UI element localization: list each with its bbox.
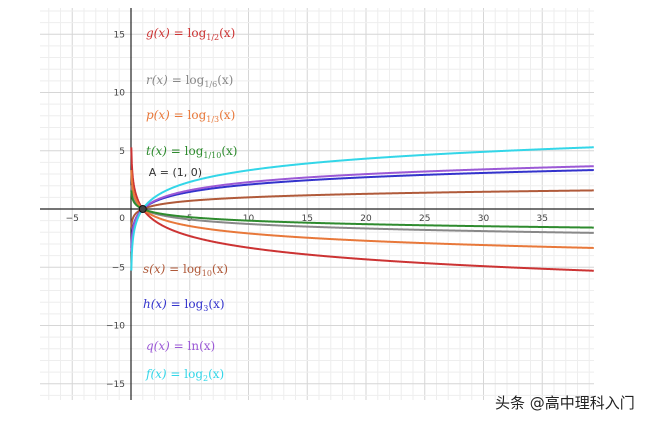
- label-s: s(x) = log10(x): [143, 262, 228, 278]
- origin-label: 0: [119, 214, 125, 224]
- y-tick-label: 10: [114, 89, 126, 99]
- curve-t: [130, 190, 594, 229]
- y-tick-label: −5: [112, 263, 125, 273]
- curves: [130, 146, 594, 272]
- x-tick-label: 25: [419, 214, 430, 224]
- label-p: p(x) = log1/3(x): [146, 108, 235, 124]
- x-tick-label: 10: [243, 214, 255, 224]
- curve-h: [130, 169, 594, 248]
- label-r: r(x) = log1/6(x): [146, 73, 233, 89]
- curve-g: [130, 147, 594, 272]
- label-q: q(x) = ln(x): [146, 339, 215, 353]
- label-f: f(x) = log2(x): [145, 367, 224, 383]
- y-tick-label: −10: [106, 322, 125, 332]
- label-g: g(x) = log1/2(x): [146, 26, 235, 42]
- function-labels: g(x) = log1/2(x) r(x) = log1/6(x) p(x) = l…: [143, 26, 238, 383]
- y-tick-label: 15: [114, 30, 125, 40]
- point-a[interactable]: A = (1, 0): [138, 166, 202, 213]
- y-tick-label: 5: [119, 147, 125, 157]
- curve-f: [130, 146, 594, 271]
- curve-s: [130, 189, 594, 228]
- curve-q: [130, 165, 594, 252]
- curve-p: [130, 170, 594, 249]
- x-tick-label: 20: [360, 214, 372, 224]
- watermark-text: 头条 @高中理科入门: [495, 394, 635, 412]
- point-a-marker: [138, 205, 147, 213]
- label-h: h(x) = log3(x): [143, 297, 225, 313]
- x-tick-label: 35: [537, 214, 548, 224]
- y-tick-label: −15: [106, 380, 125, 390]
- curve-r: [130, 185, 594, 234]
- point-a-label: A = (1, 0): [149, 166, 202, 179]
- x-tick-label: −5: [66, 214, 79, 224]
- grid: [40, 8, 594, 400]
- x-tick-label: 15: [302, 214, 313, 224]
- x-tick-label: 30: [478, 214, 490, 224]
- label-t: t(x) = log1/10(x): [146, 144, 238, 160]
